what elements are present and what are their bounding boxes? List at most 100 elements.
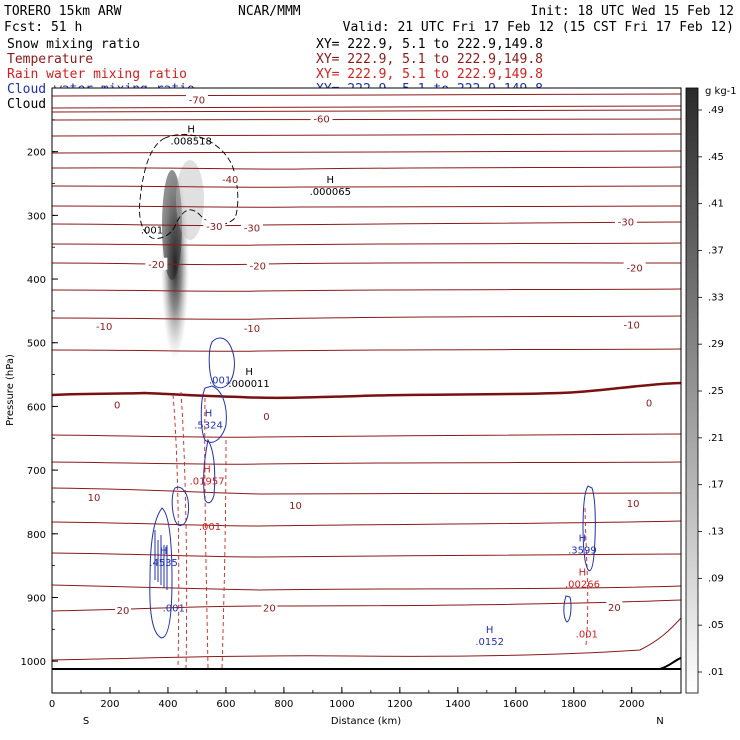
y-tick-label: 800	[27, 530, 46, 541]
x-tick-label: 2000	[619, 699, 644, 710]
temperature-label: 10	[289, 501, 302, 512]
freezing-level-isotherm	[52, 381, 681, 400]
temp-label-bg	[112, 398, 123, 411]
isotherm	[52, 205, 681, 208]
temperature-label: -30	[206, 222, 222, 233]
colorbar-label: .01	[708, 667, 724, 678]
isotherm	[52, 166, 681, 170]
temperature-label: -20	[250, 262, 266, 273]
rain-water-contours	[172, 391, 589, 669]
extrema-marks: H.008518H.000065H.000011H.5324H.01957H.4…	[141, 124, 600, 648]
contour-value-label: .001	[209, 375, 231, 386]
south-label: S	[83, 716, 89, 727]
x-tick-label: 600	[216, 699, 235, 710]
contour-value-label: .001	[576, 629, 598, 640]
isotherm	[52, 105, 681, 109]
plot-area	[52, 88, 681, 693]
cloud-water-contour	[171, 486, 189, 526]
colorbar-label: .21	[708, 433, 724, 444]
temp-label-bg	[644, 396, 655, 409]
extremum-marker: H	[245, 367, 253, 378]
colorbar-gradient	[685, 87, 699, 694]
y-tick-label: 600	[27, 402, 46, 413]
valid-time: Valid: 21 UTC Fri 17 Feb 12 (15 CST Fri …	[343, 20, 734, 35]
temperature-label: -10	[96, 322, 112, 333]
x-tick-label: 200	[100, 699, 119, 710]
temp-label-bg	[606, 601, 623, 614]
rain-contour	[180, 391, 188, 669]
x-axis-label: Distance (km)	[331, 716, 401, 727]
extremum-value: .000011	[228, 379, 269, 390]
extremum-value: .3599	[568, 545, 597, 556]
x-tick-label: 1200	[387, 699, 412, 710]
isotherm-minus10	[52, 315, 681, 320]
extremum-marker: H	[160, 546, 168, 557]
temp-label-bg	[620, 318, 643, 331]
extremum-value: .01957	[190, 477, 225, 488]
y-axis-label: Pressure (hPa)	[5, 354, 16, 426]
colorbar-label: .09	[708, 573, 724, 584]
temp-label-bg	[614, 215, 637, 228]
temperature-label: 10	[627, 499, 640, 510]
cloud-water-contour	[149, 507, 173, 639]
temperature-label: 10	[88, 493, 101, 504]
colorbar-label: .13	[708, 527, 724, 538]
cloud-water-contour	[582, 485, 596, 572]
isotherm	[52, 584, 681, 591]
x-tick-label: 1400	[445, 699, 470, 710]
x-tick-label: 400	[158, 699, 177, 710]
temperature-label: -10	[244, 324, 260, 335]
isotherm	[52, 552, 681, 558]
extremum-value: .0152	[475, 637, 504, 648]
y-tick-label: 300	[27, 211, 46, 222]
temperature-label: -60	[313, 115, 329, 126]
temperature-label: 20	[117, 606, 130, 617]
colorbar-label: .37	[708, 246, 724, 257]
temperature-label: -10	[624, 320, 640, 331]
cloud-water-contour	[563, 595, 572, 623]
extremum-marker: H	[579, 568, 587, 579]
colorbar: g kg-1 .01 .05 .09 .13 .17 .21 .25 .29 .33 .37 .41…	[685, 86, 737, 694]
temperature-label: -20	[148, 260, 164, 271]
temp-label-bg	[246, 259, 269, 272]
cloud-water-contour	[208, 337, 235, 389]
temp-label-bg	[185, 93, 208, 106]
temp-label-bg	[86, 490, 103, 503]
extremum-value: .4535	[149, 558, 178, 569]
contour-value-label: .001	[163, 603, 185, 614]
x-tick-label: 0	[49, 699, 55, 710]
temp-label-bg	[310, 112, 333, 125]
y-tick-label: 400	[27, 275, 46, 286]
axes: 0 200 400 600 800 1000 1200 1400 1600 1800 2000200…	[21, 119, 662, 710]
colorbar-label: .33	[708, 292, 724, 303]
extremum-marker: H	[187, 124, 195, 135]
cloud-water-contour	[200, 385, 227, 443]
isotherm	[52, 617, 681, 661]
extremum-marker: H	[486, 625, 494, 636]
colorbar-label: .17	[708, 480, 724, 491]
legend-item: Temperature	[7, 52, 93, 67]
rain-contour	[204, 397, 209, 669]
legend-xy: XY= 222.9, 5.1 to 222.9,149.8	[316, 67, 543, 82]
contour-value-label: .001	[141, 226, 163, 237]
temperature-label: 0	[114, 401, 120, 412]
colorbar-label: .49	[708, 105, 724, 116]
temp-label-bg	[203, 220, 226, 233]
legend-item: Snow mixing ratio	[7, 37, 140, 52]
extremum-marker: H	[205, 409, 213, 420]
extremum-value: .000065	[310, 187, 351, 198]
temp-label-bg	[241, 221, 264, 234]
x-tick-label: 1000	[329, 699, 354, 710]
colorbar-label: .05	[708, 620, 724, 631]
snow-upper-shading	[176, 160, 204, 240]
extremum-marker: H	[579, 533, 587, 544]
isotherm	[52, 433, 681, 438]
temp-label-bg	[623, 261, 646, 274]
temperature-label: 0	[646, 399, 652, 410]
y-tick-label: 200	[27, 148, 46, 159]
temperature-label: -40	[222, 175, 238, 186]
extremum-value: .5324	[194, 421, 223, 432]
temperature-label: 20	[263, 604, 276, 615]
colorbar-label: .45	[708, 152, 724, 163]
